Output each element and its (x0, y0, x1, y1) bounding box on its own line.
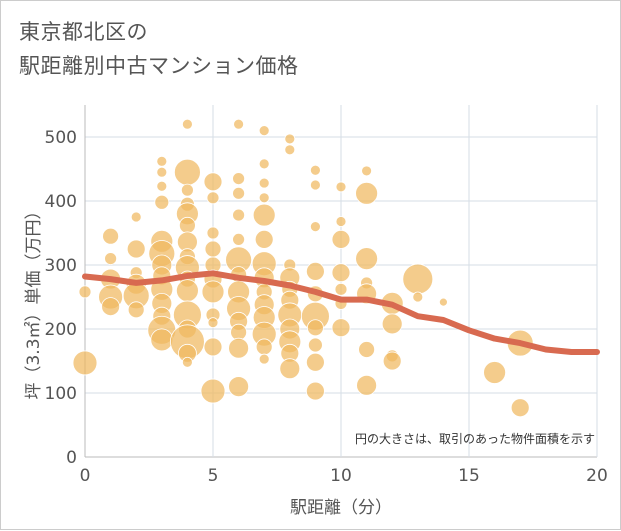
bubble (203, 172, 223, 192)
x-tick-label: 5 (208, 466, 219, 486)
bubble (232, 208, 246, 222)
bubble (181, 118, 193, 130)
bubble (180, 183, 194, 197)
bubble (355, 181, 379, 205)
size-annotation: 円の大きさは、取引のあった物件面積を示す (355, 431, 595, 446)
y-tick-label: 200 (45, 320, 77, 340)
y-axis-label: 坪（3.3㎡）単価（万円） (24, 202, 44, 399)
bubble (305, 381, 325, 401)
bubble (201, 280, 225, 304)
chart-title: 東京都北区の 駅距離別中古マンション価格 (19, 15, 299, 83)
bubble (156, 180, 168, 192)
bubble (258, 158, 270, 170)
trend-line (82, 270, 600, 355)
bubble (334, 282, 348, 296)
bubble (78, 285, 92, 299)
bubble (255, 338, 273, 356)
bubble (309, 164, 321, 176)
bubble (207, 317, 219, 329)
chart-title-line1: 東京都北区の (19, 20, 148, 44)
bubble (156, 166, 168, 178)
bubble (306, 319, 324, 337)
bubble (335, 216, 347, 227)
bubble (331, 263, 351, 283)
y-tick-label: 300 (45, 256, 77, 276)
bubble (228, 376, 250, 398)
bubble (284, 144, 296, 156)
bubble (232, 172, 246, 186)
bubble (150, 328, 174, 352)
bubble (203, 337, 223, 357)
bubble (258, 125, 270, 137)
y-tick-label: 0 (66, 448, 77, 468)
bubble (309, 221, 321, 233)
bubble (258, 353, 270, 365)
bubbles (72, 118, 534, 418)
bubble (173, 158, 201, 186)
x-tick-label: 0 (80, 466, 91, 486)
bubble (305, 352, 325, 372)
bubble (355, 247, 379, 271)
bubble (154, 194, 170, 210)
bubble (358, 341, 376, 358)
bubble (305, 261, 325, 281)
chart-title-line2: 駅距離別中古マンション価格 (19, 54, 299, 78)
bubble (412, 291, 424, 303)
bubble (232, 186, 246, 200)
bubble (254, 229, 274, 249)
bubble (130, 211, 142, 223)
bubble (309, 179, 321, 191)
y-tick-label: 400 (45, 192, 77, 212)
bubble (335, 181, 347, 193)
bubble (206, 226, 220, 240)
bubble (72, 350, 98, 376)
bubble (331, 229, 351, 249)
bubble (279, 358, 301, 380)
bubble (178, 216, 196, 234)
y-tick-label: 100 (45, 384, 77, 404)
bubble (126, 239, 146, 259)
x-tick-label: 20 (586, 466, 608, 486)
x-tick-label: 10 (330, 466, 352, 486)
bubble (331, 318, 351, 338)
bubble (438, 297, 448, 307)
bubble (258, 177, 270, 189)
bubble (361, 165, 373, 177)
bubble (102, 227, 119, 245)
x-axis-label: 駅距離（分） (290, 498, 392, 518)
bubble (104, 252, 117, 266)
bubble (156, 155, 168, 167)
bubble (204, 240, 222, 258)
bubble (181, 356, 193, 368)
bubble (381, 313, 403, 335)
bubble (200, 378, 226, 404)
bubble (402, 263, 434, 295)
bubble (356, 374, 378, 396)
axis-ticks: 0 100 200 300 400 500 0 5 10 15 20 (45, 128, 608, 486)
bubble (510, 398, 530, 418)
bubble (206, 191, 220, 205)
bubble (284, 133, 296, 145)
bubble (127, 301, 145, 319)
bubble (382, 351, 402, 371)
bubble (258, 192, 270, 204)
bubble (175, 279, 199, 303)
bubble (228, 337, 250, 359)
x-tick-label: 15 (458, 466, 480, 486)
bubble (233, 118, 245, 130)
bubble (232, 232, 246, 246)
bubble (252, 203, 276, 227)
bubble (483, 361, 507, 384)
bubble (101, 297, 120, 317)
y-tick-label: 500 (45, 128, 77, 148)
bubble (307, 337, 323, 353)
